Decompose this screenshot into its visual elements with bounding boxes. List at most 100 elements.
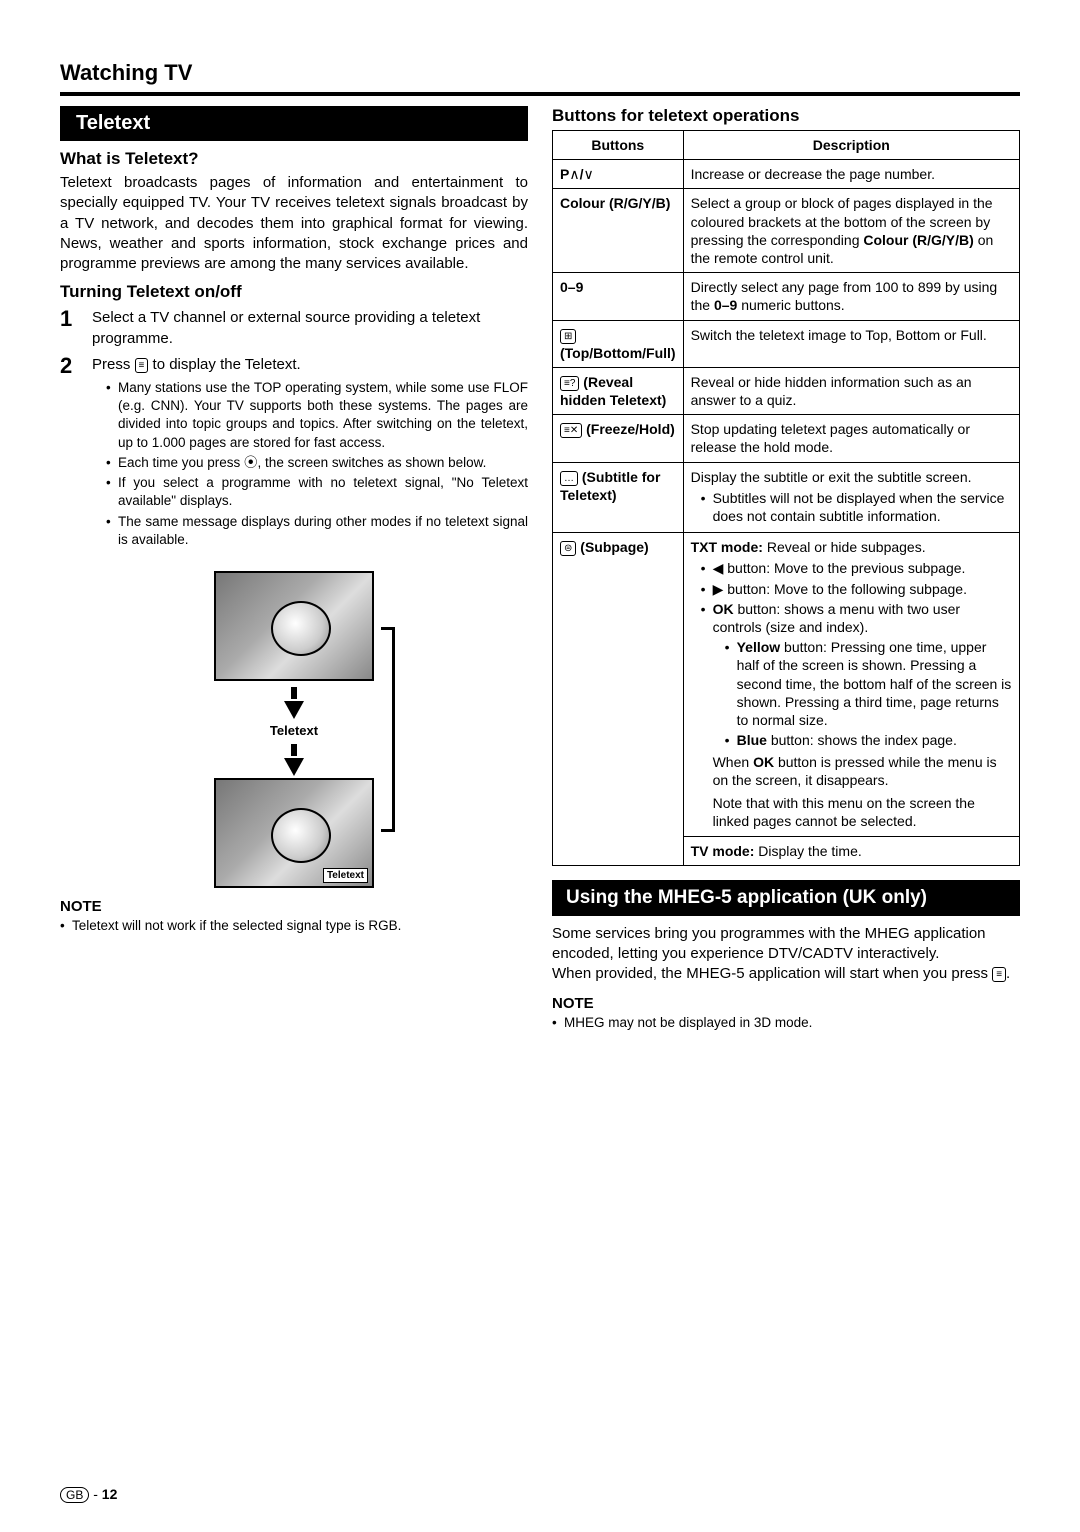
table-header-row: Buttons Description (553, 131, 1020, 160)
next-text: button: Move to the following subpage. (723, 581, 967, 597)
table-row: ⊞ (Top/Bottom/Full) Switch the teletext … (553, 320, 1020, 367)
subtitle-icon: … (560, 471, 578, 486)
mheg-pre: Some services bring you programmes with … (552, 925, 992, 983)
step-1-text: Select a TV channel or external source p… (92, 308, 528, 349)
subtitle-bullets: Subtitles will not be displayed when the… (701, 489, 1012, 525)
page-title: Watching TV (60, 60, 1020, 86)
desc-cell-top: Switch the teletext image to Top, Bottom… (683, 320, 1019, 367)
th-description: Description (683, 131, 1019, 160)
step-2-block: Press ≡ to display the Teletext. Many st… (92, 355, 528, 551)
colour-desc-bold: Colour (R/G/Y/B) (863, 232, 973, 248)
heading-what-is-teletext: What is Teletext? (60, 149, 528, 169)
page-number: 12 (102, 1486, 118, 1502)
btn-cell-num: 0–9 (553, 273, 684, 320)
desc-cell-freeze: Stop updating teletext pages automatical… (683, 415, 1019, 462)
subpage-blue: Blue button: shows the index page. (725, 731, 1012, 749)
blue-text: button: shows the index page. (767, 732, 957, 748)
step-2-pre: Press (92, 356, 135, 373)
subpage-btn-label: (Subpage) (576, 539, 648, 555)
diagram-screen-bottom: Teletext (214, 778, 374, 888)
teletext-diagram: Teletext Teletext (189, 571, 399, 888)
table-row: ⊜ (Subpage) TXT mode: Reveal or hide sub… (553, 533, 1020, 866)
heading-turning-on-off: Turning Teletext on/off (60, 282, 528, 302)
colour-btn-label: Colour (R/G/Y/B) (560, 195, 670, 211)
diagram-bottom-label: Teletext (323, 868, 368, 883)
footer-sep: - (89, 1486, 101, 1502)
yellow-bold: Yellow (737, 639, 781, 655)
diagram-screen-top (214, 571, 374, 681)
region-badge: GB (60, 1487, 89, 1503)
num-btn-label: 0–9 (560, 279, 583, 295)
subpage-icon: ⊜ (560, 541, 576, 556)
lion-face-icon (271, 601, 331, 656)
subpage-yellow: Yellow button: Pressing one time, upper … (725, 638, 1012, 729)
step-2-post: to display the Teletext. (148, 356, 300, 373)
tv-mode-label: TV mode: (691, 843, 755, 859)
note-heading: NOTE (60, 898, 528, 915)
what-is-teletext-body: Teletext broadcasts pages of information… (60, 173, 528, 274)
diagram-mid-label: Teletext (189, 723, 399, 738)
note-item: MHEG may not be displayed in 3D mode. (552, 1014, 1020, 1032)
table-row: ≡✕ (Freeze/Hold) Stop updating teletext … (553, 415, 1020, 462)
txt-mode-label: TXT mode: (691, 539, 763, 555)
okpara-bold: OK (753, 754, 774, 770)
desc-cell-subpage: TXT mode: Reveal or hide subpages. ◀ but… (683, 533, 1019, 866)
section-mheg: Using the MHEG-5 application (UK only) (552, 880, 1020, 916)
lion-face-icon (271, 808, 331, 863)
ok-text: button: shows a menu with two user contr… (713, 601, 960, 635)
steps-list: 1 Select a TV channel or external source… (60, 308, 528, 551)
th-buttons: Buttons (553, 131, 684, 160)
table-row: … (Subtitle for Teletext) Display the su… (553, 462, 1020, 533)
table-row: 0–9 Directly select any page from 100 to… (553, 273, 1020, 320)
table-row: Colour (R/G/Y/B) Select a group or block… (553, 189, 1020, 273)
subtitle-bullet: Subtitles will not be displayed when the… (701, 489, 1012, 525)
btn-cell-top: ⊞ (Top/Bottom/Full) (553, 320, 684, 367)
desc-cell-p: Increase or decrease the page number. (683, 160, 1019, 189)
step-2: 2 Press ≡ to display the Teletext. Many … (60, 355, 528, 551)
desc-cell-subtitle: Display the subtitle or exit the subtitl… (683, 462, 1019, 533)
step-number-2: 2 (60, 355, 86, 551)
subpage-nested-bullets: Yellow button: Pressing one time, upper … (725, 638, 1012, 749)
btn-cell-p: P∧/∨ (553, 160, 684, 189)
subpage-ok-para: When OK button is pressed while the menu… (713, 753, 1012, 789)
teletext-button-icon: ≡ (992, 967, 1006, 982)
arrow-down-icon (284, 701, 304, 719)
prev-text: button: Move to the previous subpage. (723, 560, 965, 576)
subtitle-desc-head: Display the subtitle or exit the subtitl… (691, 469, 972, 485)
heading-buttons-table: Buttons for teletext operations (552, 106, 1020, 126)
subpage-bullet-prev: ◀ button: Move to the previous subpage. (701, 559, 1012, 577)
step-2-bullets: Many stations use the TOP operating syst… (106, 379, 528, 549)
step-1: 1 Select a TV channel or external source… (60, 308, 528, 349)
teletext-button-icon: ≡ (135, 358, 149, 373)
top-btn-label: (Top/Bottom/Full) (560, 345, 676, 361)
note-item: Teletext will not work if the selected s… (60, 917, 528, 935)
desc-cell-colour: Select a group or block of pages display… (683, 189, 1019, 273)
section-teletext: Teletext (60, 106, 528, 141)
left-column: Teletext What is Teletext? Teletext broa… (60, 106, 528, 1032)
arrow-shaft (291, 744, 297, 756)
btn-cell-colour: Colour (R/G/Y/B) (553, 189, 684, 273)
top-bottom-full-icon: ⊞ (560, 329, 576, 344)
up-wedge-icon: ∧ (569, 165, 579, 183)
note-list: MHEG may not be displayed in 3D mode. (552, 1014, 1020, 1032)
btn-cell-subpage: ⊜ (Subpage) (553, 533, 684, 866)
table-row: P∧/∨ Increase or decrease the page numbe… (553, 160, 1020, 189)
tv-mode-rest: Display the time. (754, 843, 861, 859)
freeze-icon: ≡✕ (560, 423, 582, 438)
blue-bold: Blue (737, 732, 767, 748)
step-2-bullet: Each time you press ⦿, the screen switch… (106, 454, 528, 472)
content-columns: Teletext What is Teletext? Teletext broa… (60, 106, 1020, 1032)
diagram-loop-line (381, 627, 395, 832)
btn-cell-freeze: ≡✕ (Freeze/Hold) (553, 415, 684, 462)
txt-mode-rest: Reveal or hide subpages. (763, 539, 926, 555)
note-list: Teletext will not work if the selected s… (60, 917, 528, 935)
subpage-note-para: Note that with this menu on the screen t… (713, 794, 1012, 830)
table-row: ≡? (Reveal hidden Teletext) Reveal or hi… (553, 367, 1020, 414)
subpage-bullets: ◀ button: Move to the previous subpage. … (701, 559, 1012, 830)
reveal-icon: ≡? (560, 376, 579, 391)
step-2-bullet: If you select a programme with no telete… (106, 474, 528, 510)
btn-cell-reveal: ≡? (Reveal hidden Teletext) (553, 367, 684, 414)
subpage-bullet-next: ▶ button: Move to the following subpage. (701, 580, 1012, 598)
btn-cell-subtitle: … (Subtitle for Teletext) (553, 462, 684, 533)
subpage-txt-line: TXT mode: Reveal or hide subpages. (691, 538, 1012, 556)
